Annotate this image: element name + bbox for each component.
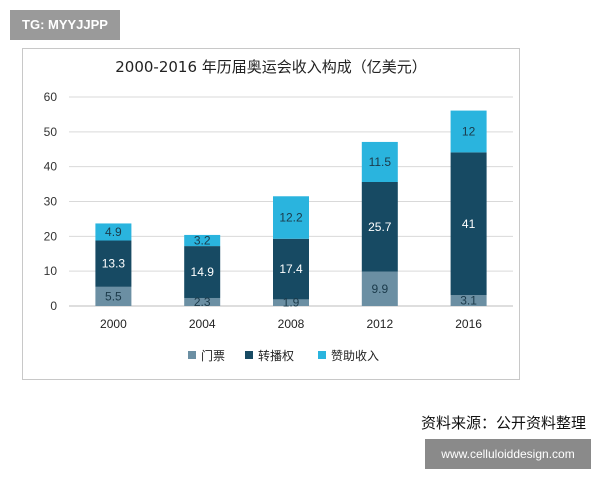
data-label: 12.2 xyxy=(279,211,303,225)
bar-layer xyxy=(95,110,487,306)
legend-swatch xyxy=(245,351,253,359)
data-label: 25.7 xyxy=(368,220,392,234)
x-tick-label: 2000 xyxy=(100,317,127,331)
data-label: 5.5 xyxy=(105,289,122,303)
bar-segment xyxy=(95,286,132,306)
source-note: 资料来源：公开资料整理 xyxy=(420,414,586,432)
legend-label: 门票 xyxy=(201,348,225,363)
data-label: 4.9 xyxy=(105,225,122,239)
legend-swatch xyxy=(318,351,326,359)
bar-segment xyxy=(273,238,309,300)
y-tick-label: 10 xyxy=(44,264,58,278)
bar-segment xyxy=(273,196,309,239)
stacked-bar-chart: 0 10 20 30 40 50 60 5.5 13.3 4.9 2000 2.3 14.9 3.2 200… xyxy=(44,90,513,363)
data-label: 41 xyxy=(462,217,476,231)
label-layer: 0 10 20 30 40 50 60 5.5 13.3 4.9 2000 2.3 14.9 3.2 200… xyxy=(44,90,483,331)
x-tick-label: 2016 xyxy=(455,317,482,331)
watermark-badge-top: TG: MYYJJPP xyxy=(10,10,120,40)
data-label: 1.9 xyxy=(283,296,300,310)
chart-title: 2000-2016 年历届奥运会收入构成（亿美元） xyxy=(115,58,427,76)
data-label: 9.9 xyxy=(371,282,388,296)
data-label: 13.3 xyxy=(102,257,126,271)
bar-segment xyxy=(450,110,487,153)
x-tick-label: 2012 xyxy=(366,317,393,331)
y-tick-label: 60 xyxy=(44,90,58,104)
x-tick-label: 2004 xyxy=(189,317,216,331)
y-tick-label: 20 xyxy=(44,229,58,243)
data-label: 3.2 xyxy=(194,234,211,248)
data-label: 3.1 xyxy=(460,294,477,308)
data-label: 12 xyxy=(462,124,476,138)
y-tick-label: 50 xyxy=(44,125,58,139)
legend-label: 转播权 xyxy=(258,348,294,363)
bar-segment xyxy=(361,181,398,272)
data-label: 2.3 xyxy=(194,295,211,309)
chart-frame: 0 10 20 30 40 50 60 5.5 13.3 4.9 2000 2.3 14.9 3.2 200… xyxy=(22,48,520,380)
bar-segment xyxy=(361,141,398,182)
bar-segment xyxy=(95,223,132,241)
bar-segment xyxy=(273,299,309,306)
data-label: 14.9 xyxy=(191,265,215,279)
bar-segment xyxy=(184,246,221,298)
legend-label: 赞助收入 xyxy=(331,349,379,363)
data-label: 17.4 xyxy=(279,262,303,276)
y-tick-label: 30 xyxy=(44,195,58,209)
legend-layer: 门票 转播权 赞助收入 xyxy=(188,348,379,363)
bar-segment xyxy=(361,271,398,306)
bar-segment xyxy=(184,297,221,306)
y-tick-label: 40 xyxy=(44,160,58,174)
bar-segment xyxy=(184,234,221,247)
bar-segment xyxy=(450,295,487,306)
x-tick-label: 2008 xyxy=(278,317,305,331)
y-tick-label: 0 xyxy=(50,299,57,313)
legend-swatch xyxy=(188,351,196,359)
watermark-badge-bottom: www.celluloiddesign.com xyxy=(425,439,591,469)
data-label: 11.5 xyxy=(369,155,392,169)
bar-segment xyxy=(450,152,487,296)
bar-segment xyxy=(95,240,132,287)
